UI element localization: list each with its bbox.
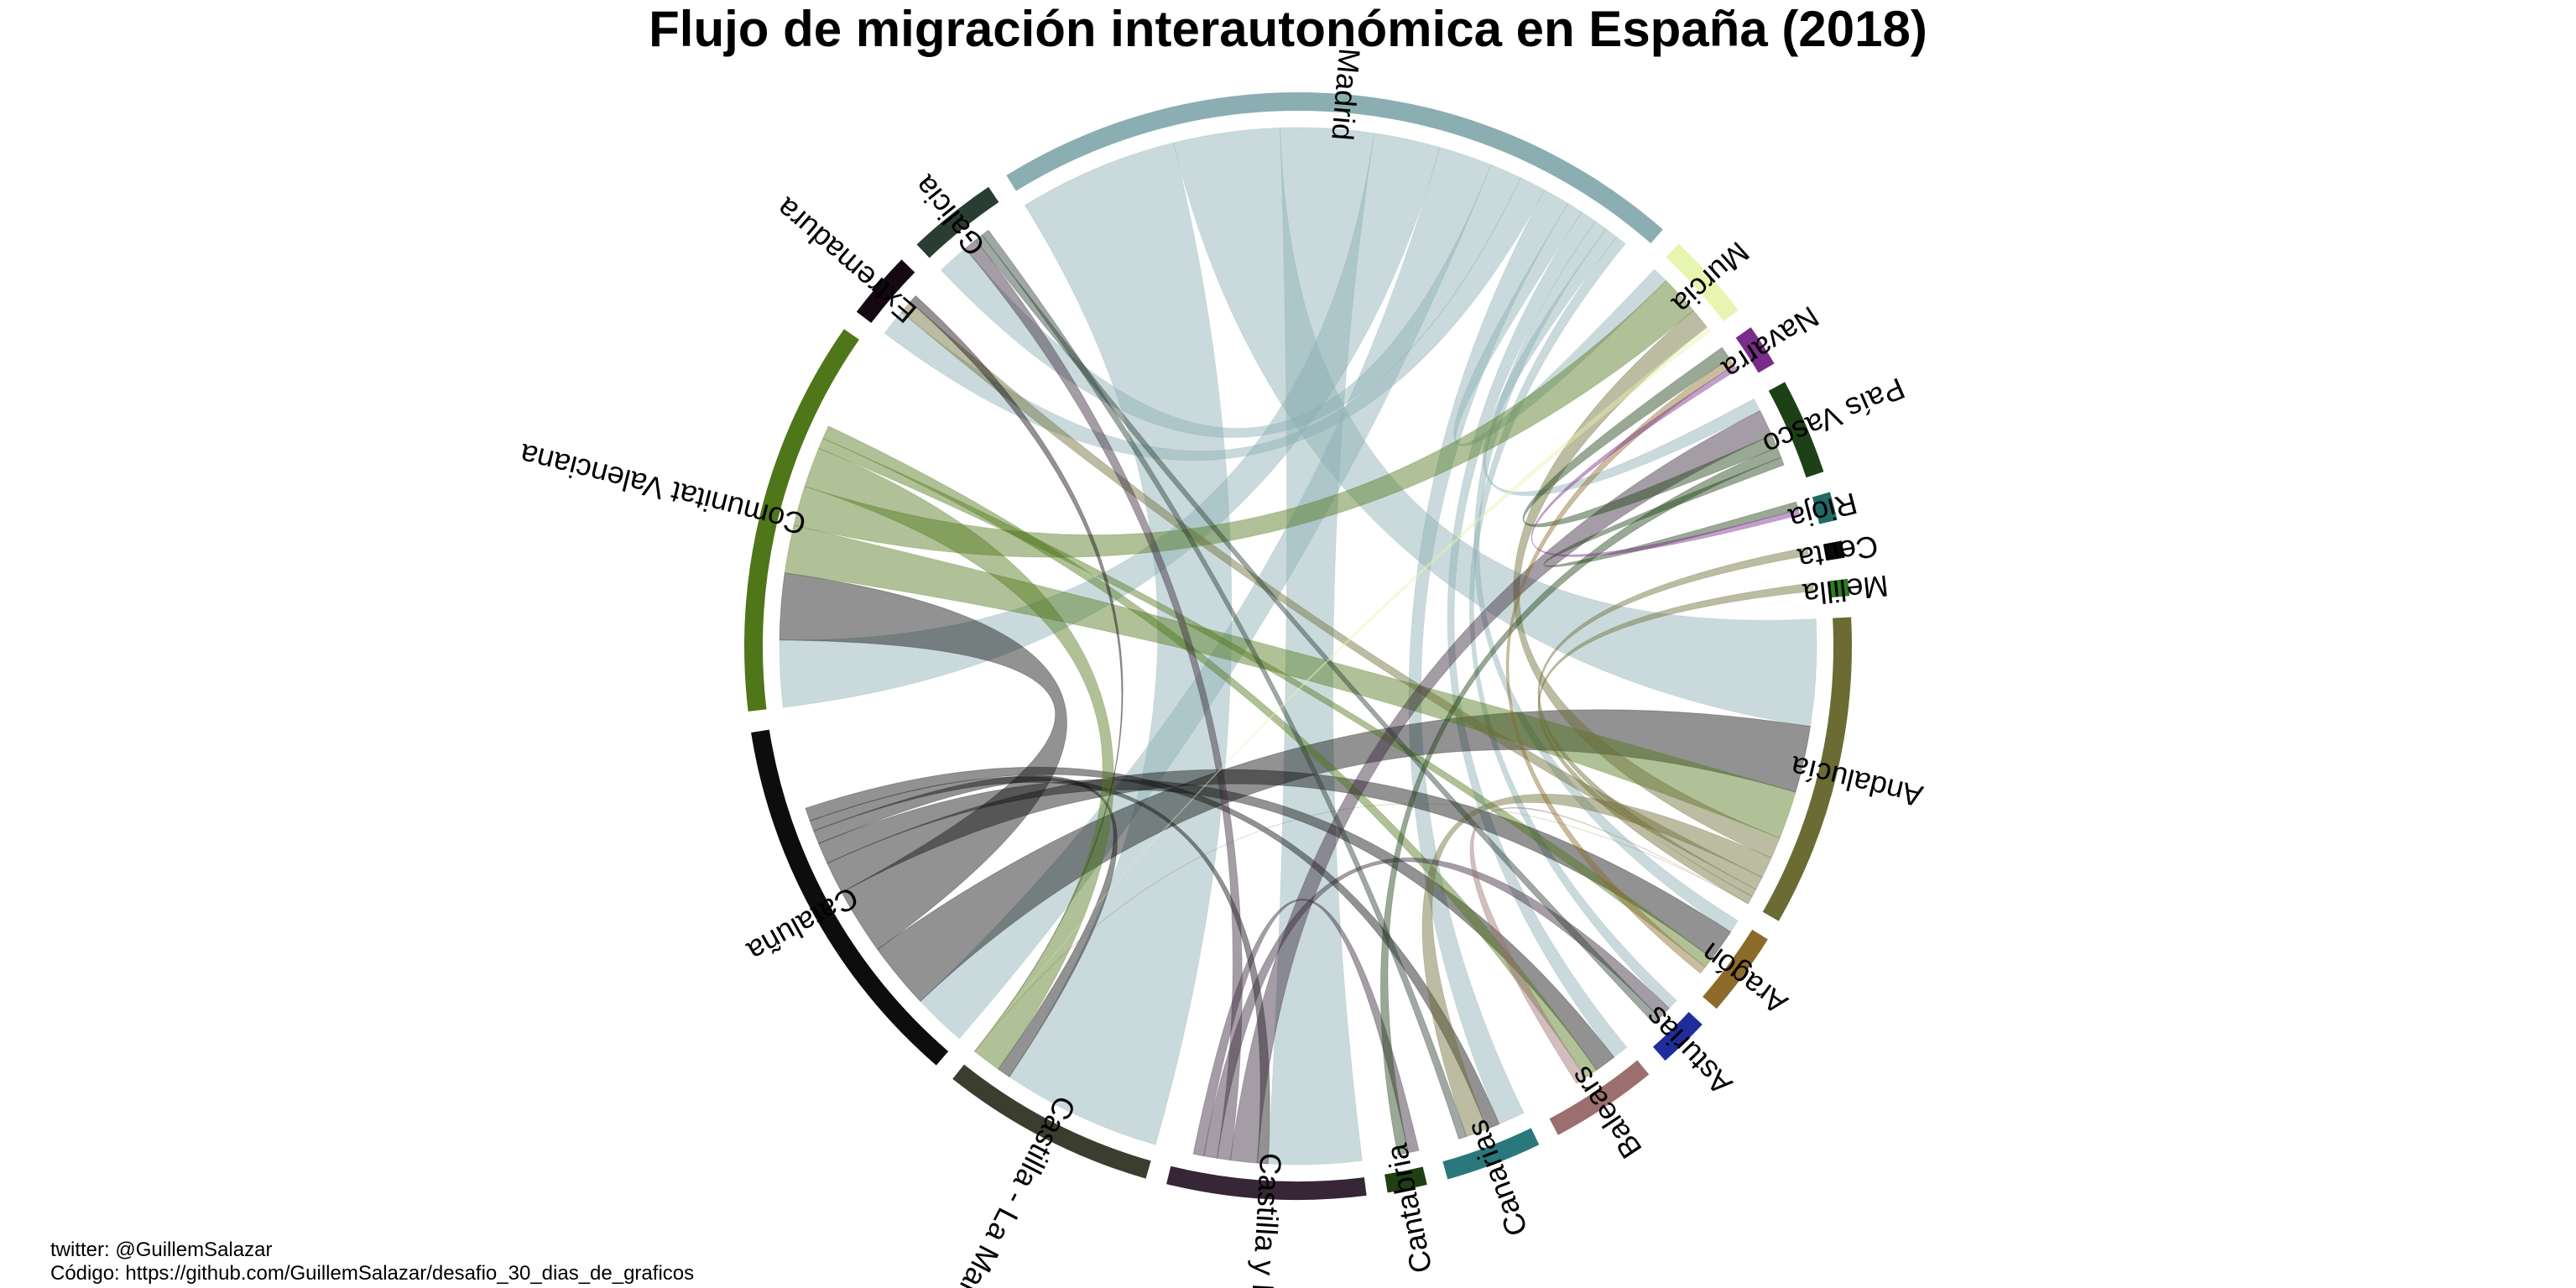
ribbon-galicia-to-canarias <box>981 229 1468 1140</box>
ribbon-madrid-to-extremadura <box>884 177 1546 461</box>
ribbon-comunitat-valenciana-to-andalucia <box>784 524 1796 839</box>
ribbon-cataluna-to-comunitat-valenciana <box>779 572 1067 951</box>
ribbon-madrid-to-murcia <box>1453 202 1667 446</box>
sector-arc-castilla-la-mancha <box>952 1064 1151 1179</box>
sector-arc-aragon <box>1703 929 1768 1009</box>
ribbon-balears-to-andalucia <box>1469 806 1749 1085</box>
sector-label-extremadura: Extremadura <box>769 190 923 330</box>
ribbon-madrid-to-aragon <box>1473 220 1739 933</box>
sector-arc-melilla <box>1829 578 1850 598</box>
sector-arc-andalucia <box>1762 617 1852 921</box>
ribbon-madrid-to-cataluna <box>920 146 1492 1040</box>
ribbon-pais-vasco-to-cantabria <box>1379 446 1782 1156</box>
ribbon-galicia-to-asturias <box>974 234 1661 1025</box>
sector-label-andalucia: Andalucía <box>1786 749 1926 814</box>
ribbon-andalucia-to-murcia <box>1513 310 1781 859</box>
ribbon-madrid-to-asturias <box>1468 236 1677 1009</box>
sector-label-castilla-y-leon: Castilla y León <box>1243 1152 1289 1288</box>
sector-arc-pais-vasco <box>1768 382 1824 478</box>
sector-arcs-layer <box>743 92 1852 1200</box>
ribbon-cataluna-to-castilla-y-leon <box>809 776 1270 1165</box>
sector-label-madrid: Madrid <box>1325 47 1367 142</box>
sector-arc-cataluna <box>751 729 949 1066</box>
sector-label-ceuta: Ceuta <box>1795 529 1881 576</box>
ribbon-madrid-to-galicia <box>940 164 1521 438</box>
ribbon-navarra-to-rioja <box>1530 364 1801 557</box>
sector-arc-rioja <box>1812 492 1838 524</box>
ribbon-aragon-to-navarra <box>1505 357 1735 974</box>
ribbon-castilla-y-leon-to-galicia <box>964 239 1243 1161</box>
ribbon-comunitat-valenciana-to-castilla-la-mancha <box>804 447 1114 1070</box>
ribbon-cataluna-to-balears <box>817 779 1615 1071</box>
sector-arc-canarias <box>1442 1128 1540 1180</box>
sector-arc-balears <box>1549 1060 1650 1135</box>
sector-arc-navarra <box>1735 326 1775 373</box>
sector-label-rioja: Rioja <box>1785 486 1861 537</box>
ribbon-cataluna-to-castilla-la-mancha <box>813 774 1118 1078</box>
code-caption: Código: https://github.com/GuillemSalaza… <box>50 1262 695 1285</box>
ribbon-andalucia-to-ceuta <box>1537 546 1810 898</box>
ribbon-castilla-y-leon-to-cantabria <box>1192 899 1420 1157</box>
sector-arc-comunitat-valenciana <box>743 329 859 712</box>
ribbon-madrid-to-balears <box>1447 211 1628 1058</box>
ribbon-murcia-to-castilla-la-mancha <box>974 326 1711 1052</box>
ribbon-madrid-to-pais-vasco <box>1482 228 1761 497</box>
chart-title: Flujo de migración interautonómica en Es… <box>649 1 1927 57</box>
ribbon-madrid-to-castilla-y-leon <box>1267 127 1375 1165</box>
sector-label-castilla-la-mancha: Castilla - La Mancha <box>926 1091 1082 1288</box>
sector-arc-extremadura <box>856 259 915 323</box>
ribbon-madrid-to-castilla-la-mancha <box>1009 142 1233 1145</box>
ribbon-castilla-y-leon-to-pais-vasco <box>1229 409 1773 1164</box>
sector-arc-madrid <box>1006 92 1663 244</box>
ribbon-cataluna-to-canarias <box>805 766 1500 1130</box>
sector-arc-galicia <box>916 186 999 258</box>
sector-arc-cantabria <box>1384 1166 1427 1193</box>
ribbon-andalucia-to-canarias <box>1421 793 1772 1138</box>
sector-arc-ceuta <box>1823 540 1845 561</box>
ribbon-pais-vasco-to-rioja <box>1543 456 1799 568</box>
ribbon-comunitat-valenciana-to-aragon <box>818 437 1713 968</box>
twitter-caption: twitter: @GuillemSalazar <box>50 1238 273 1261</box>
ribbon-castilla-y-leon-to-asturias <box>1203 857 1670 1159</box>
ribbon-comunitat-valenciana-to-balears <box>822 425 1598 1079</box>
sector-label-cantabria: Cantabria <box>1379 1140 1438 1276</box>
ribbons-layer <box>779 127 1817 1165</box>
ribbon-madrid-to-andalucia <box>1172 127 1817 727</box>
sector-arc-castilla-y-leon <box>1166 1165 1367 1200</box>
ribbon-madrid-to-canarias <box>1408 189 1569 1125</box>
ribbon-andalucia-to-extremadura <box>900 300 1763 890</box>
ribbon-pais-vasco-to-navarra <box>1522 347 1778 528</box>
ribbon-cataluna-to-aragon <box>827 769 1732 959</box>
sector-label-comunitat-valenciana: Comunitat Valenciana <box>515 437 809 542</box>
ribbon-cataluna-to-andalucia <box>877 709 1812 1003</box>
ribbon-andalucia-to-melilla <box>1537 582 1815 905</box>
ribbon-andalucia-to-castilla-la-mancha <box>974 803 1749 1052</box>
sector-arc-murcia <box>1666 243 1739 321</box>
ribbon-extremadura-to-castilla-la-mancha <box>910 295 1124 1052</box>
ribbon-madrid-to-comunitat-valenciana <box>779 133 1441 708</box>
sector-arc-asturias <box>1652 1012 1703 1061</box>
ribbon-comunitat-valenciana-to-murcia <box>793 279 1694 558</box>
